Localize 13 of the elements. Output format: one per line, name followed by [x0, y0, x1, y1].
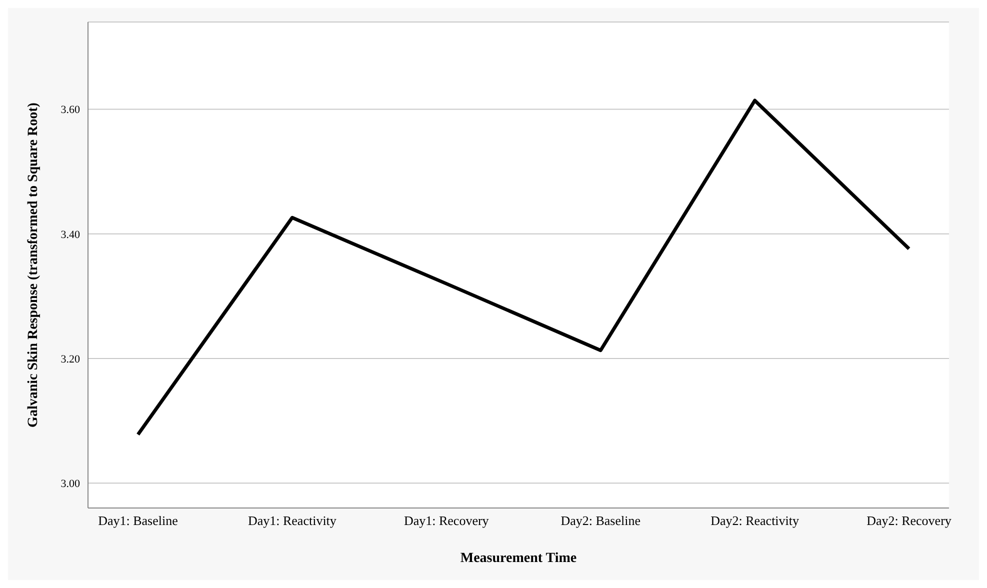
y-tick-label: 3.20 — [60, 353, 80, 366]
y-axis-title: Galvanic Skin Response (transformed to Square Root) — [26, 102, 41, 428]
y-tick-label: 3.40 — [60, 228, 80, 241]
x-tick-label: Day2: Recovery — [866, 513, 952, 528]
line-series — [136, 98, 911, 436]
y-tick-label: 3.60 — [60, 104, 80, 116]
x-tick-label: Day2: Reactivity — [710, 513, 800, 528]
x-axis-title: Measurement Time — [460, 551, 577, 566]
x-tick-label: Day2: Baseline — [560, 513, 641, 528]
x-tick-label: Day1: Baseline — [98, 513, 178, 528]
x-tick-label: Day1: Recovery — [404, 513, 490, 528]
x-tick-label: Day1: Reactivity — [248, 513, 337, 528]
y-tick-label: 3.00 — [60, 478, 80, 490]
